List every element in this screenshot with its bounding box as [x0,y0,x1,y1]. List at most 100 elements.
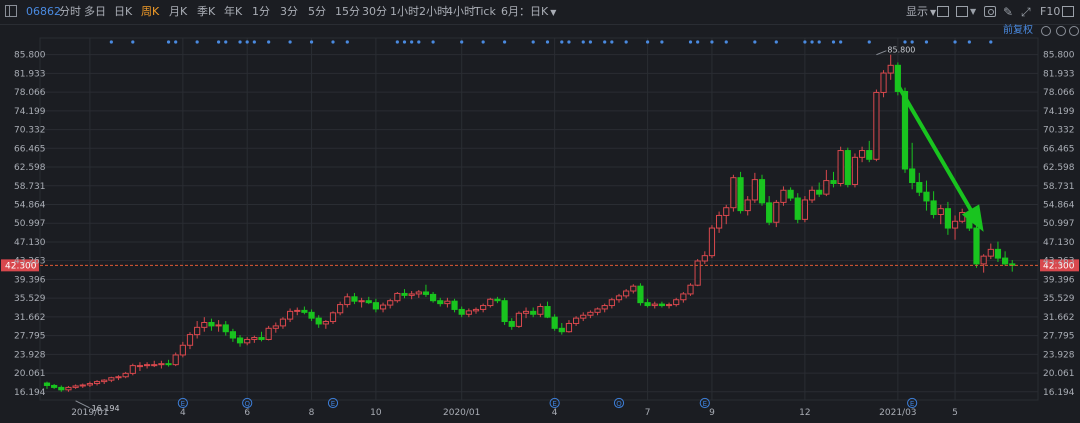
candle-up [344,296,351,306]
dividend-dot [217,40,221,44]
camera-icon[interactable] [984,6,996,17]
candle-up [480,305,487,310]
period-tab[interactable]: 3分 [280,5,298,18]
period-tab[interactable]: Tick [474,5,496,18]
y-tick-label-right: 27.795 [1043,332,1075,342]
candle-up [951,220,959,229]
period-tab[interactable]: 季K [197,5,216,18]
y-tick-label-left: 16.194 [14,388,46,398]
candle-up [115,376,122,379]
candle-down [973,227,980,265]
y-tick-label-left: 23.928 [14,350,46,360]
x-tick-label: 8 [309,408,315,418]
period-tab[interactable]: 分时 [59,5,81,18]
candle-up [65,386,72,391]
max-annotation-label: 85.800 [887,46,915,55]
plus-circle-icon[interactable] [1069,26,1079,36]
y-tick-label-left: 74.199 [14,107,46,117]
window-icon[interactable] [1062,6,1074,17]
overlay: E Q E E Q E E 42.300 42.300 85.800 16.194 [1,40,1079,413]
dividend-dot [588,40,593,44]
candle-down [508,321,515,327]
y-tick-label-right: 74.199 [1043,107,1075,117]
period-tab[interactable]: 多日 [84,5,106,18]
candle-up [808,189,816,201]
candle-up [651,303,658,307]
expand-icon[interactable]: ⤢ [1021,5,1031,19]
dividend-dot [345,40,349,44]
dividend-dot [131,40,135,44]
sidebar-toggle-icon[interactable] [5,5,17,17]
candle-up [630,285,637,292]
candle-up [851,156,859,185]
period-tab[interactable]: 年K [224,5,243,18]
minus-circle-icon[interactable] [1056,26,1066,36]
f10-button[interactable]: F10 [1040,5,1061,18]
checkbox-icon[interactable] [956,6,968,17]
y-tick-label-right: 50.997 [1043,219,1075,229]
pencil-icon[interactable]: ✎ [1003,5,1014,19]
x-tick-label: 5 [952,408,958,418]
candle-up [287,310,294,320]
current-price-label-left: 42.300 [5,261,37,271]
refresh-icon[interactable] [1041,26,1051,36]
candle-up [873,91,880,160]
candle-down [43,382,51,386]
dividend-dot [431,40,435,44]
period-tab[interactable]: 1分 [252,5,270,18]
candle-up [101,379,108,383]
layout-icon[interactable] [937,6,949,17]
candle-up [265,327,272,340]
candle-down [530,310,537,315]
candle-down [301,309,308,313]
y-tick-label-right: 85.800 [1043,51,1075,61]
candle-down [830,180,837,184]
candle-down [930,200,937,215]
period-tab[interactable]: 2小时 [419,5,448,18]
period-tab[interactable]: 4小时 [446,5,475,18]
candle-up [515,312,522,327]
range-selector[interactable]: 6月：日K ▼ [501,0,556,24]
adjustment-label[interactable]: 前复权 [1003,25,1033,36]
candle-down [501,300,508,323]
candle-up [465,310,472,315]
stock-code[interactable]: 06862 [26,5,61,18]
candle-down [794,197,801,220]
period-tab[interactable]: 30分 [362,5,387,18]
dividend-dot [581,40,585,44]
candle-up [837,150,844,184]
candle-down [315,317,322,325]
candle-up [379,304,387,310]
dividend-dot [817,40,821,44]
event-marker-e [549,397,560,409]
y-tick-label-left: 70.332 [14,126,46,136]
period-tab[interactable]: 1小时 [390,5,419,18]
candle-down [208,322,215,327]
period-tab[interactable]: 15分 [335,5,360,18]
candle-up [136,365,144,368]
candle-up [887,64,894,74]
candle-up [565,322,573,333]
candle-up [608,299,615,307]
candle-up [708,227,716,257]
period-tab[interactable]: 周K [141,5,160,18]
dividend-dot [567,40,571,44]
dividend-dot [417,40,421,44]
candle-up [880,72,887,93]
candle-down [458,308,465,315]
dividend-dot [560,40,564,44]
display-menu[interactable]: 显示 ▼ [906,0,936,24]
period-tab[interactable]: 月K [169,5,188,18]
dividend-dot [810,40,814,44]
x-tick-label: 4 [552,408,558,418]
dividend-dot [109,40,113,44]
candle-up [93,381,101,385]
candle-up [179,344,186,356]
candle-down [558,327,565,333]
period-tab[interactable]: 5分 [308,5,326,18]
period-tab[interactable]: 日K [114,5,133,18]
candle-down [658,303,665,307]
chevron-down-icon[interactable]: ▼ [970,7,977,16]
candle-up [744,199,751,212]
